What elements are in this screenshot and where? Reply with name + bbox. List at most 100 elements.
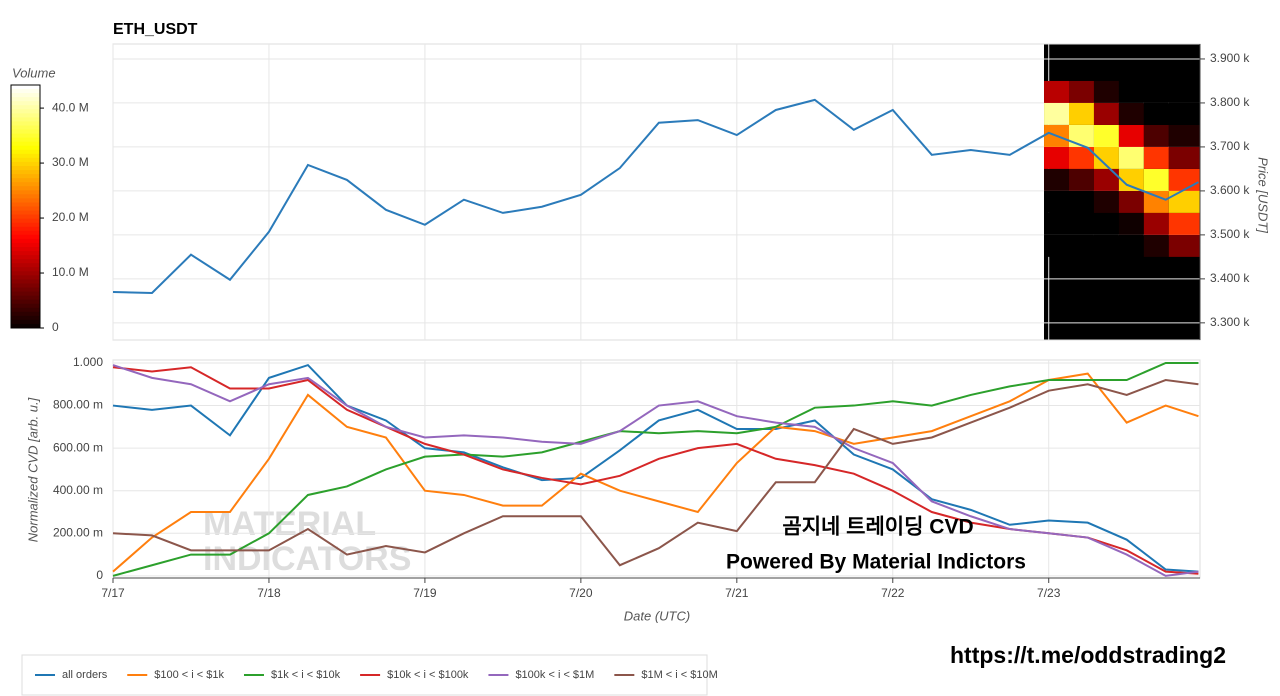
colorbar-segment	[11, 291, 40, 297]
heatmap-cell	[1068, 234, 1094, 257]
colorbar-segment	[11, 303, 40, 309]
heatmap-cell	[1168, 168, 1200, 191]
colorbar-segment	[11, 186, 40, 191]
x-axis-label: Date (UTC)	[624, 608, 690, 623]
heatmap-cell	[1118, 212, 1144, 235]
colorbar-segment	[11, 238, 40, 244]
heatmap-cell	[1118, 124, 1144, 147]
heatmap-cell	[1068, 80, 1094, 103]
heatmap-cell	[1068, 146, 1094, 169]
heatmap-cell	[1093, 212, 1119, 235]
heatmap-cell	[1168, 124, 1200, 147]
heatmap-cell	[1093, 190, 1119, 213]
heatmap-cell	[1093, 234, 1119, 257]
colorbar-segment	[11, 113, 40, 118]
colorbar-segment	[11, 283, 40, 288]
y-tick-label: 3.300 k	[1210, 315, 1250, 329]
colorbar-title: Volume	[12, 65, 56, 80]
x-tick-label: 7/19	[413, 586, 437, 600]
colorbar-segment	[11, 117, 40, 122]
colorbar-tick-label: 30.0 M	[52, 155, 89, 169]
colorbar-segment	[11, 97, 40, 102]
colorbar-segment	[11, 279, 40, 284]
colorbar-segment	[11, 323, 40, 329]
colorbar-segment	[11, 202, 40, 207]
colorbar-segment	[11, 255, 40, 260]
heatmap-cell	[1068, 124, 1094, 147]
annotation: Powered By Material Indictors	[726, 551, 1026, 574]
heatmap-cell	[1168, 80, 1200, 103]
annotation: 곰지네 트레이딩 CVD	[782, 516, 973, 539]
legend-label: all orders	[62, 669, 108, 681]
colorbar-tick-label: 20.0 M	[52, 210, 89, 224]
legend-label: $100k < i < $1M	[515, 669, 594, 681]
colorbar-segment	[11, 178, 40, 183]
colorbar-segment	[11, 247, 40, 252]
y-axis-label: Price [USDT]	[1256, 157, 1271, 233]
heatmap-cell	[1093, 168, 1119, 191]
watermark: MATERIAL	[203, 505, 376, 543]
colorbar-segment	[11, 311, 40, 317]
heatmap-cell	[1168, 212, 1200, 235]
x-tick-label: 7/23	[1037, 586, 1061, 600]
y-tick-label: 1.000	[73, 355, 103, 369]
heatmap-cell	[1068, 168, 1094, 191]
colorbar-segment	[11, 271, 40, 276]
colorbar-segment	[11, 242, 40, 248]
colorbar-segment	[11, 234, 40, 240]
colorbar-segment	[11, 157, 40, 163]
colorbar-segment	[11, 129, 40, 135]
x-tick-label: 7/17	[101, 586, 125, 600]
colorbar-segment	[11, 226, 40, 232]
heatmap-cell	[1143, 146, 1169, 169]
colorbar-segment	[11, 307, 40, 313]
colorbar-segment	[11, 218, 40, 224]
footer-link: https://t.me/oddstrading2	[950, 642, 1226, 668]
colorbar-segment	[11, 141, 40, 147]
colorbar-segment	[11, 174, 40, 179]
heatmap-cell	[1044, 234, 1069, 257]
heatmap-cell	[1093, 146, 1119, 169]
colorbar-segment	[11, 259, 40, 264]
heatmap-cell	[1093, 102, 1119, 125]
heatmap-cell	[1044, 102, 1069, 125]
x-tick-label: 7/21	[725, 586, 749, 600]
colorbar-segment	[11, 121, 40, 126]
y-tick-label: 400.00 m	[53, 483, 103, 497]
legend-label: $100 < i < $1k	[154, 669, 224, 681]
colorbar-segment	[11, 275, 40, 280]
colorbar-segment	[11, 319, 40, 325]
heatmap-cell	[1044, 212, 1069, 235]
colorbar-segment	[11, 299, 40, 305]
x-tick-label: 7/20	[569, 586, 593, 600]
heatmap-cell	[1143, 190, 1169, 213]
legend-label: $1M < i < $10M	[641, 669, 717, 681]
heatmap-cell	[1093, 124, 1119, 147]
colorbar-segment	[11, 93, 40, 98]
colorbar-segment	[11, 89, 40, 94]
y-tick-label: 3.500 k	[1210, 227, 1250, 241]
colorbar-segment	[11, 295, 40, 301]
y-tick-label: 200.00 m	[53, 525, 103, 539]
colorbar-segment	[11, 145, 40, 151]
colorbar-segment	[11, 166, 40, 171]
y-tick-label: 0	[96, 568, 103, 582]
colorbar-segment	[11, 315, 40, 321]
heatmap-cell	[1044, 80, 1069, 103]
heatmap-cell	[1044, 146, 1069, 169]
y-tick-label: 3.400 k	[1210, 271, 1250, 285]
heatmap-cell	[1044, 168, 1069, 191]
heatmap-cell	[1118, 80, 1144, 103]
colorbar-segment	[11, 251, 40, 256]
heatmap-cell	[1168, 146, 1200, 169]
chart-title: ETH_USDT	[113, 21, 198, 38]
heatmap-cell	[1143, 80, 1169, 103]
series-line	[112, 364, 1199, 577]
colorbar-segment	[11, 125, 40, 131]
legend-label: $10k < i < $100k	[387, 669, 469, 681]
series-line	[112, 378, 1199, 567]
colorbar-tick-label: 10.0 M	[52, 265, 89, 279]
colorbar-segment	[11, 101, 40, 106]
x-tick-label: 7/22	[881, 586, 905, 600]
